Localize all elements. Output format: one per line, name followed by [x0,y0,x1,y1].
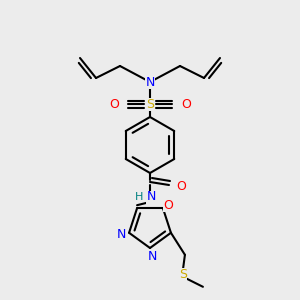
Text: N: N [116,228,126,241]
Text: O: O [163,199,173,212]
Text: N: N [146,190,156,203]
Text: S: S [179,268,187,281]
Text: O: O [181,98,191,110]
Text: H: H [135,192,143,202]
Text: O: O [109,98,119,110]
Text: O: O [176,179,186,193]
Text: S: S [146,98,154,110]
Text: N: N [147,250,157,262]
Text: N: N [145,76,155,88]
